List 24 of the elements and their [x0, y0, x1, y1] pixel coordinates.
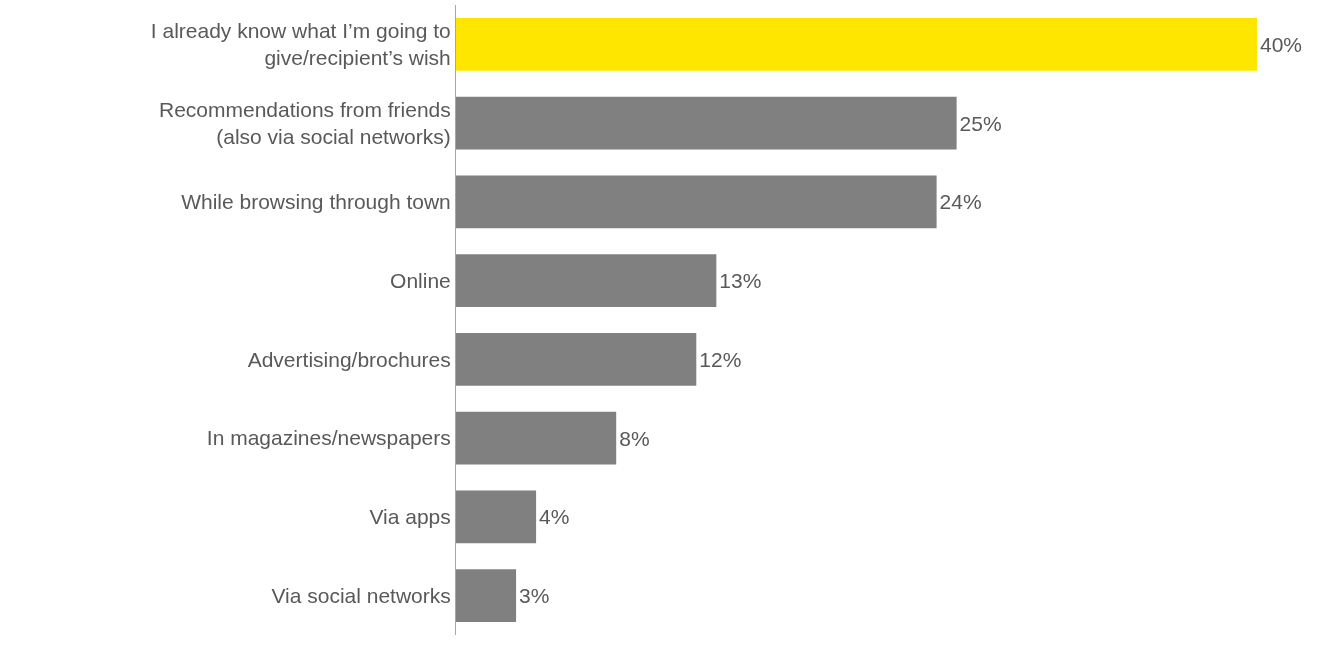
- bar: [456, 254, 717, 308]
- bar: [456, 411, 617, 465]
- y-tick-label: Via social networks: [271, 583, 451, 607]
- y-tick-label: While browsing through town: [181, 190, 451, 214]
- data-label: 13%: [719, 269, 762, 293]
- y-tick-label: Advertising/brochures: [247, 347, 451, 371]
- data-label: 4%: [539, 505, 570, 529]
- bar: [456, 332, 697, 386]
- y-tick-label: Recommendations from friends (also via social networks): [159, 97, 451, 149]
- y-tick-label: Online: [390, 268, 451, 292]
- data-label: 8%: [619, 426, 650, 450]
- bar: [456, 96, 957, 150]
- data-label: 40%: [1260, 32, 1303, 56]
- bar: [456, 175, 937, 229]
- y-tick-label: In magazines/newspapers: [206, 426, 451, 450]
- bar: [456, 569, 517, 623]
- y-tick-label: Via apps: [369, 505, 451, 529]
- data-label: 25%: [959, 111, 1002, 135]
- data-label: 3%: [519, 584, 550, 608]
- bar: [456, 490, 537, 544]
- data-label: 12%: [699, 347, 742, 371]
- y-tick-label: I already know what I’m going to give/recipient’s wish: [150, 19, 451, 70]
- data-label: 24%: [939, 190, 982, 214]
- bar: [456, 17, 1257, 71]
